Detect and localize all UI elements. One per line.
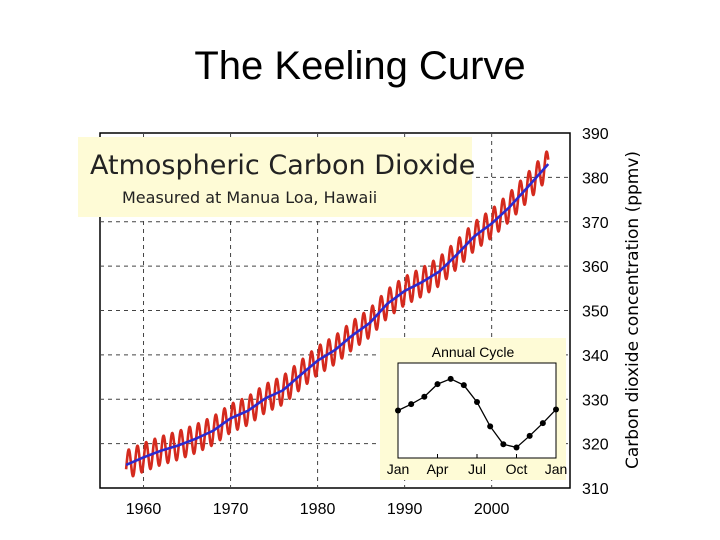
- y-axis-label: Carbon dioxide concentration (ppmv): [623, 151, 643, 469]
- x-tick-label: 1980: [300, 501, 336, 518]
- inset-tick-label: Apr: [427, 461, 449, 477]
- x-tick-label: 2000: [474, 501, 510, 518]
- annual-mean-line: [125, 163, 550, 467]
- y-tick-label: 350: [582, 304, 609, 321]
- y-tick-label: 340: [582, 348, 609, 365]
- title-box-background: [78, 137, 472, 217]
- y-tick-label: 380: [582, 170, 609, 187]
- annual-cycle-point: [513, 444, 520, 451]
- y-axis: 310 320 330 340 350 360 370 380 390: [582, 126, 609, 498]
- inset-x-axis: Jan Apr Jul Oct Jan: [387, 454, 568, 477]
- chart-title: Atmospheric Carbon Dioxide: [90, 150, 475, 181]
- annual-cycle-point: [460, 382, 467, 389]
- annual-cycle-point: [395, 407, 401, 414]
- annual-cycle-point: [421, 393, 428, 400]
- inset-tick-label: Jan: [545, 461, 568, 477]
- y-tick-label: 360: [582, 259, 609, 276]
- annual-cycle-point: [553, 406, 559, 413]
- y-tick-label: 330: [582, 392, 609, 409]
- inset-tick-label: Oct: [506, 461, 528, 477]
- y-tick-label: 390: [582, 126, 609, 143]
- slide-title: The Keeling Curve: [194, 44, 526, 88]
- annual-cycle-point: [539, 420, 546, 427]
- annual-cycle-point: [526, 432, 533, 439]
- y-tick-label: 370: [582, 215, 609, 232]
- monthly-line: [124, 150, 550, 478]
- annual-cycle-point: [447, 375, 454, 382]
- annual-cycle-point: [408, 401, 415, 408]
- annual-cycle-inset: Annual Cycle Jan Apr Jul Oct Jan: [380, 338, 567, 480]
- x-tick-label: 1970: [213, 501, 249, 518]
- annual-cycle-point: [500, 441, 507, 448]
- x-tick-label: 1960: [126, 501, 162, 518]
- x-axis: 1960 1970 1980 1990 2000: [126, 501, 510, 518]
- inset-tick-label: Jul: [468, 461, 486, 477]
- y-tick-label: 310: [582, 481, 609, 498]
- title-box: Atmospheric Carbon Dioxide Measured at M…: [78, 137, 475, 217]
- annual-cycle-point: [474, 399, 480, 406]
- inset-tick-label: Jan: [387, 461, 410, 477]
- chart-subtitle: Measured at Manua Loa, Hawaii: [122, 188, 377, 207]
- inset-title: Annual Cycle: [432, 344, 515, 360]
- annual-cycle-series: [395, 375, 559, 451]
- y-tick-label: 320: [582, 437, 609, 454]
- annual-cycle-point: [434, 381, 441, 388]
- annual-mean-series: [125, 163, 550, 467]
- monthly-series: [124, 150, 550, 478]
- annual-cycle-point: [487, 423, 494, 430]
- x-tick-label: 1990: [387, 501, 423, 518]
- inset-frame: [397, 362, 557, 459]
